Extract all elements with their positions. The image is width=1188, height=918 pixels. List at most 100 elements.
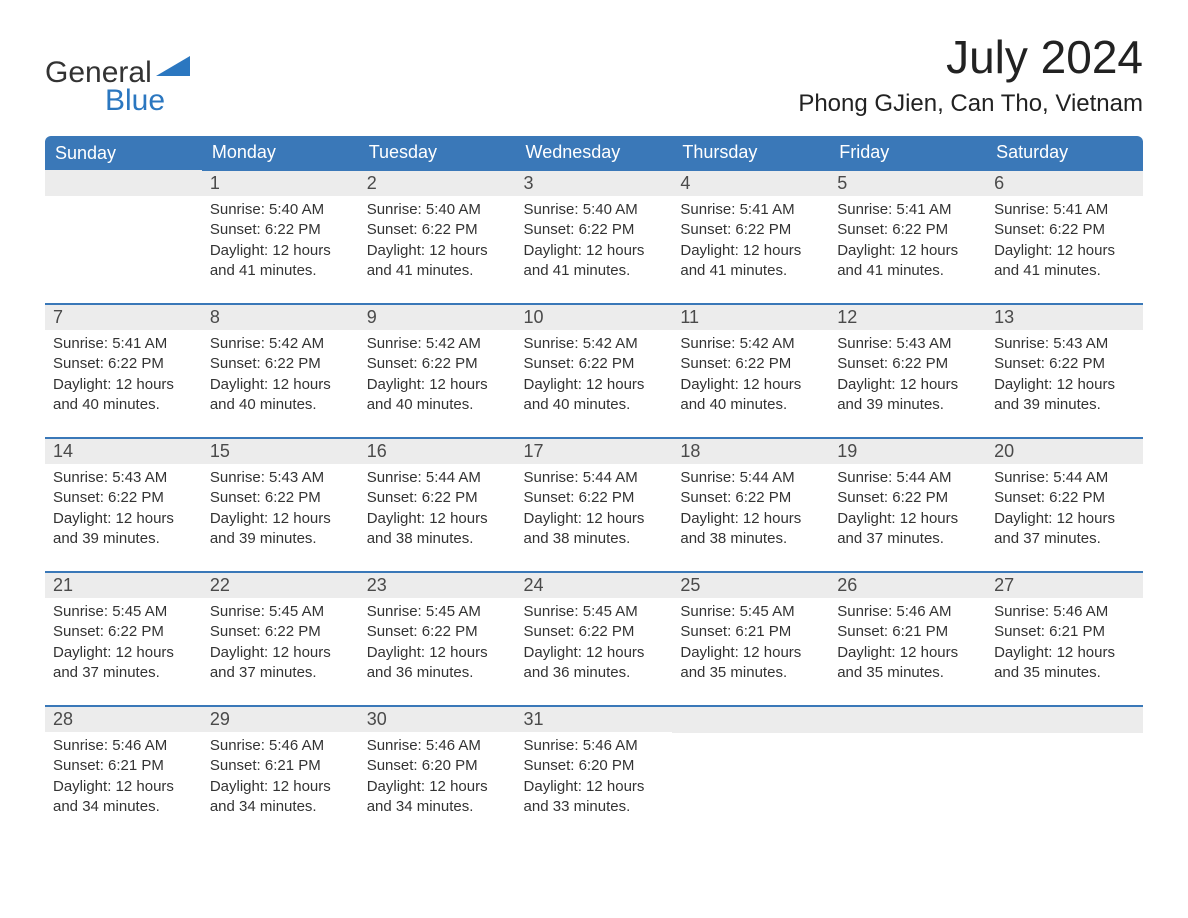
- sunrise-line: Sunrise: 5:40 AM: [210, 200, 351, 220]
- sunset-line: Sunset: 6:22 PM: [837, 354, 978, 374]
- daylight-line: Daylight: 12 hours and 41 minutes.: [837, 241, 978, 282]
- weekday-header: Thursday: [672, 136, 829, 170]
- sunset-line: Sunset: 6:22 PM: [53, 354, 194, 374]
- weekday-header: Tuesday: [359, 136, 516, 170]
- sunrise-line: Sunrise: 5:43 AM: [53, 468, 194, 488]
- day-cell: 2Sunrise: 5:40 AMSunset: 6:22 PMDaylight…: [359, 170, 516, 304]
- daylight-line: Daylight: 12 hours and 34 minutes.: [53, 777, 194, 818]
- daylight-line: Daylight: 12 hours and 38 minutes.: [367, 509, 508, 550]
- day-number: 6: [986, 171, 1143, 196]
- day-body: Sunrise: 5:43 AMSunset: 6:22 PMDaylight:…: [829, 330, 986, 437]
- day-cell: 17Sunrise: 5:44 AMSunset: 6:22 PMDayligh…: [516, 438, 673, 572]
- daylight-line: Daylight: 12 hours and 33 minutes.: [524, 777, 665, 818]
- daylight-line: Daylight: 12 hours and 37 minutes.: [53, 643, 194, 684]
- day-body: Sunrise: 5:46 AMSunset: 6:21 PMDaylight:…: [986, 598, 1143, 705]
- day-body: Sunrise: 5:42 AMSunset: 6:22 PMDaylight:…: [202, 330, 359, 437]
- sunrise-line: Sunrise: 5:43 AM: [837, 334, 978, 354]
- empty-day-number: [672, 707, 829, 733]
- week-row: 14Sunrise: 5:43 AMSunset: 6:22 PMDayligh…: [45, 438, 1143, 572]
- day-number: 19: [829, 439, 986, 464]
- daylight-line: Daylight: 12 hours and 38 minutes.: [680, 509, 821, 550]
- day-number: 13: [986, 305, 1143, 330]
- day-cell: 23Sunrise: 5:45 AMSunset: 6:22 PMDayligh…: [359, 572, 516, 706]
- day-body: Sunrise: 5:45 AMSunset: 6:22 PMDaylight:…: [202, 598, 359, 705]
- logo-text-bottom: Blue: [105, 84, 165, 118]
- day-body: Sunrise: 5:44 AMSunset: 6:22 PMDaylight:…: [986, 464, 1143, 571]
- day-body: Sunrise: 5:42 AMSunset: 6:22 PMDaylight:…: [516, 330, 673, 437]
- empty-cell: [829, 706, 986, 839]
- daylight-line: Daylight: 12 hours and 35 minutes.: [837, 643, 978, 684]
- sunrise-line: Sunrise: 5:44 AM: [680, 468, 821, 488]
- day-number: 29: [202, 707, 359, 732]
- day-body: Sunrise: 5:46 AMSunset: 6:20 PMDaylight:…: [359, 732, 516, 839]
- day-body: Sunrise: 5:46 AMSunset: 6:21 PMDaylight:…: [45, 732, 202, 839]
- sunset-line: Sunset: 6:22 PM: [680, 354, 821, 374]
- day-cell: 26Sunrise: 5:46 AMSunset: 6:21 PMDayligh…: [829, 572, 986, 706]
- sunset-line: Sunset: 6:21 PM: [210, 756, 351, 776]
- sunrise-line: Sunrise: 5:44 AM: [994, 468, 1135, 488]
- sunrise-line: Sunrise: 5:40 AM: [367, 200, 508, 220]
- day-number: 28: [45, 707, 202, 732]
- sunset-line: Sunset: 6:22 PM: [53, 622, 194, 642]
- sunrise-line: Sunrise: 5:43 AM: [994, 334, 1135, 354]
- sunrise-line: Sunrise: 5:46 AM: [994, 602, 1135, 622]
- daylight-line: Daylight: 12 hours and 40 minutes.: [680, 375, 821, 416]
- sunrise-line: Sunrise: 5:40 AM: [524, 200, 665, 220]
- day-cell: 18Sunrise: 5:44 AMSunset: 6:22 PMDayligh…: [672, 438, 829, 572]
- sunset-line: Sunset: 6:22 PM: [210, 220, 351, 240]
- sunset-line: Sunset: 6:22 PM: [680, 488, 821, 508]
- sunrise-line: Sunrise: 5:42 AM: [680, 334, 821, 354]
- day-cell: 31Sunrise: 5:46 AMSunset: 6:20 PMDayligh…: [516, 706, 673, 839]
- daylight-line: Daylight: 12 hours and 39 minutes.: [994, 375, 1135, 416]
- day-number: 24: [516, 573, 673, 598]
- day-number: 9: [359, 305, 516, 330]
- sunset-line: Sunset: 6:22 PM: [837, 488, 978, 508]
- daylight-line: Daylight: 12 hours and 40 minutes.: [524, 375, 665, 416]
- day-cell: 7Sunrise: 5:41 AMSunset: 6:22 PMDaylight…: [45, 304, 202, 438]
- location: Phong GJien, Can Tho, Vietnam: [798, 90, 1143, 118]
- sunrise-line: Sunrise: 5:41 AM: [53, 334, 194, 354]
- day-cell: 6Sunrise: 5:41 AMSunset: 6:22 PMDaylight…: [986, 170, 1143, 304]
- sunrise-line: Sunrise: 5:42 AM: [524, 334, 665, 354]
- day-cell: 30Sunrise: 5:46 AMSunset: 6:20 PMDayligh…: [359, 706, 516, 839]
- daylight-line: Daylight: 12 hours and 40 minutes.: [367, 375, 508, 416]
- day-number: 16: [359, 439, 516, 464]
- day-cell: 24Sunrise: 5:45 AMSunset: 6:22 PMDayligh…: [516, 572, 673, 706]
- sunrise-line: Sunrise: 5:46 AM: [210, 736, 351, 756]
- day-cell: 3Sunrise: 5:40 AMSunset: 6:22 PMDaylight…: [516, 170, 673, 304]
- day-body: Sunrise: 5:42 AMSunset: 6:22 PMDaylight:…: [359, 330, 516, 437]
- day-number: 14: [45, 439, 202, 464]
- day-body: Sunrise: 5:45 AMSunset: 6:22 PMDaylight:…: [359, 598, 516, 705]
- sunset-line: Sunset: 6:22 PM: [53, 488, 194, 508]
- day-cell: 8Sunrise: 5:42 AMSunset: 6:22 PMDaylight…: [202, 304, 359, 438]
- day-body: Sunrise: 5:45 AMSunset: 6:22 PMDaylight:…: [516, 598, 673, 705]
- day-body: Sunrise: 5:41 AMSunset: 6:22 PMDaylight:…: [672, 196, 829, 303]
- sunset-line: Sunset: 6:22 PM: [524, 622, 665, 642]
- day-cell: 20Sunrise: 5:44 AMSunset: 6:22 PMDayligh…: [986, 438, 1143, 572]
- day-body: Sunrise: 5:43 AMSunset: 6:22 PMDaylight:…: [202, 464, 359, 571]
- week-row: 21Sunrise: 5:45 AMSunset: 6:22 PMDayligh…: [45, 572, 1143, 706]
- daylight-line: Daylight: 12 hours and 40 minutes.: [210, 375, 351, 416]
- daylight-line: Daylight: 12 hours and 39 minutes.: [210, 509, 351, 550]
- sunset-line: Sunset: 6:22 PM: [367, 488, 508, 508]
- sunset-line: Sunset: 6:22 PM: [210, 488, 351, 508]
- day-body: Sunrise: 5:42 AMSunset: 6:22 PMDaylight:…: [672, 330, 829, 437]
- title-block: July 2024 Phong GJien, Can Tho, Vietnam: [798, 30, 1143, 118]
- empty-cell: [45, 170, 202, 304]
- sunrise-line: Sunrise: 5:41 AM: [680, 200, 821, 220]
- daylight-line: Daylight: 12 hours and 41 minutes.: [367, 241, 508, 282]
- day-number: 7: [45, 305, 202, 330]
- day-cell: 22Sunrise: 5:45 AMSunset: 6:22 PMDayligh…: [202, 572, 359, 706]
- day-number: 27: [986, 573, 1143, 598]
- day-cell: 10Sunrise: 5:42 AMSunset: 6:22 PMDayligh…: [516, 304, 673, 438]
- day-body: Sunrise: 5:44 AMSunset: 6:22 PMDaylight:…: [672, 464, 829, 571]
- sunset-line: Sunset: 6:22 PM: [524, 354, 665, 374]
- sunrise-line: Sunrise: 5:45 AM: [53, 602, 194, 622]
- day-cell: 12Sunrise: 5:43 AMSunset: 6:22 PMDayligh…: [829, 304, 986, 438]
- day-cell: 11Sunrise: 5:42 AMSunset: 6:22 PMDayligh…: [672, 304, 829, 438]
- day-number: 22: [202, 573, 359, 598]
- sunset-line: Sunset: 6:21 PM: [994, 622, 1135, 642]
- sunrise-line: Sunrise: 5:45 AM: [367, 602, 508, 622]
- sunset-line: Sunset: 6:22 PM: [994, 488, 1135, 508]
- day-number: 25: [672, 573, 829, 598]
